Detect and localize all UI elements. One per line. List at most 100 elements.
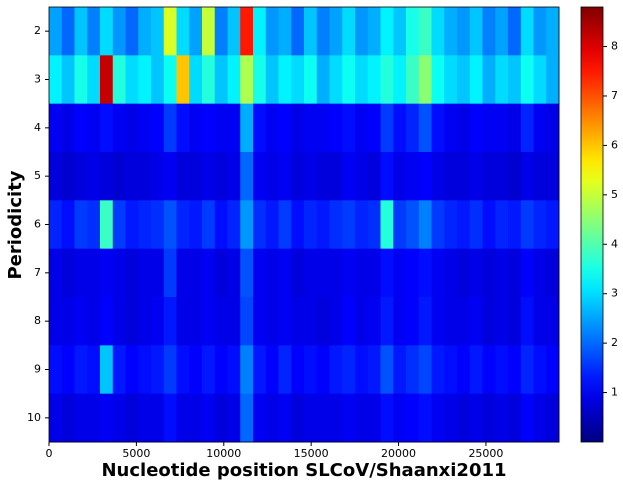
heat-cell [495,297,509,346]
heat-cell [444,152,458,201]
heat-cell [278,200,292,250]
heat-cell [163,297,177,346]
heat-cell [355,7,369,56]
heat-cell [227,103,241,153]
heat-cell [291,103,305,153]
heat-cell [202,103,216,153]
heat-cell [87,297,101,346]
y-tick-label: 10 [27,411,41,424]
heat-cell [202,393,216,443]
heat-cell [265,248,279,298]
heat-cell [520,248,534,298]
heat-cell [202,55,216,105]
heat-cell [176,393,190,443]
heat-cell [214,393,228,443]
heat-cell [482,345,496,395]
heat-cell [355,152,369,201]
heat-cell [304,55,318,105]
heat-cell [457,297,471,346]
heat-cell [151,55,165,105]
heat-cell [112,7,126,56]
heat-cell [176,55,190,105]
heat-cell [457,7,471,56]
heat-cell [227,200,241,250]
heat-cell [214,152,228,201]
heat-cell [291,200,305,250]
heat-cell [265,393,279,443]
heat-cell [342,345,356,395]
heat-cell [227,248,241,298]
heat-cell [74,248,88,298]
heat-cell [61,345,75,395]
heat-cell [189,297,203,346]
heat-cell [214,297,228,346]
heat-cell [100,345,114,395]
heat-cell [457,152,471,201]
heat-cell [176,248,190,298]
heat-cell [87,103,101,153]
heat-cell [469,345,483,395]
heat-cell [291,345,305,395]
heat-cell [431,248,445,298]
colorbar-tick-label: 8 [611,40,618,53]
heat-cell [100,103,114,153]
heat-cell [100,248,114,298]
heat-cell [138,200,152,250]
heat-cell [112,393,126,443]
heat-cell [342,393,356,443]
heat-cell [112,297,126,346]
heat-cell [495,7,509,56]
y-axis-label: Periodicity [5,170,26,279]
heat-cell [533,200,547,250]
heat-cell [304,103,318,153]
heat-cell [418,393,432,443]
y-tick-label: 2 [34,24,41,37]
heat-cell [355,200,369,250]
heat-cell [457,55,471,105]
heat-cell [393,7,407,56]
heat-cell [533,297,547,346]
heat-cell [520,7,534,56]
heat-cell [240,200,254,250]
heat-cell [418,55,432,105]
heat-cell [87,7,101,56]
heat-cell [240,152,254,201]
heat-cell [304,248,318,298]
heat-cell [342,200,356,250]
heat-cell [342,297,356,346]
heat-cell [163,248,177,298]
heat-cell [278,297,292,346]
heat-cell [418,103,432,153]
heat-cell [431,200,445,250]
heat-cell [444,248,458,298]
heat-cell [253,248,267,298]
heat-cell [227,393,241,443]
y-tick-label: 4 [34,121,41,134]
heat-cell [546,393,560,443]
heat-cell [87,55,101,105]
heat-cell [469,7,483,56]
heat-cell [316,248,330,298]
heat-cell [342,152,356,201]
heat-cell [418,7,432,56]
heat-cell [469,248,483,298]
heat-cell [393,248,407,298]
heat-cell [227,345,241,395]
heat-cell [546,55,560,105]
heat-cell [495,248,509,298]
heat-cell [202,248,216,298]
heat-cell [304,345,318,395]
heat-cell [482,7,496,56]
heat-cell [304,7,318,56]
heat-cell [125,7,139,56]
heat-cell [291,7,305,56]
heat-cell [138,103,152,153]
heat-cell [431,7,445,56]
heat-cell [380,152,394,201]
heat-cell [61,55,75,105]
heat-cell [367,345,381,395]
heat-cell [125,393,139,443]
heat-cell [240,297,254,346]
heat-cell [393,297,407,346]
heat-cell [546,345,560,395]
